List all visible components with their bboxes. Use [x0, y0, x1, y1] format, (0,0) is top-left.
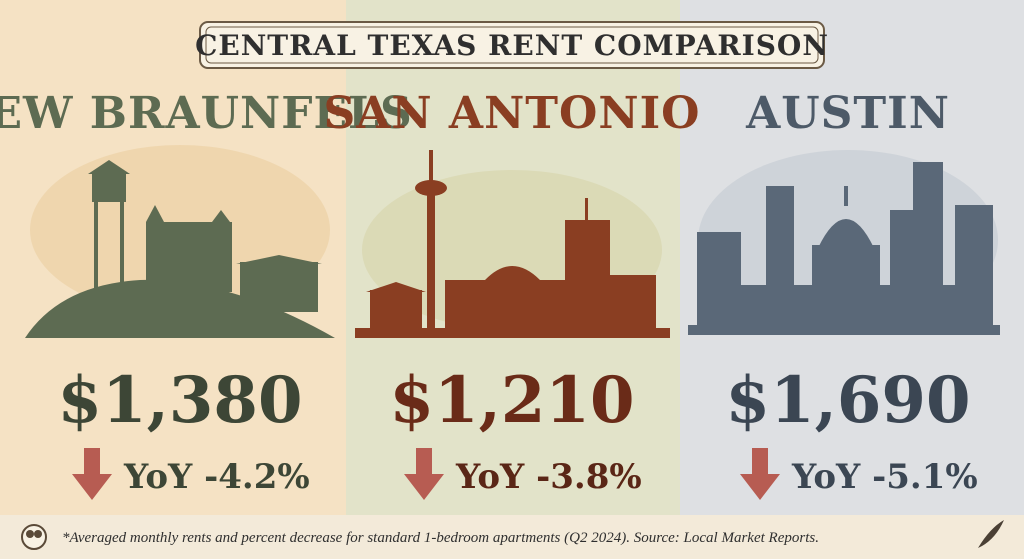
yoy-change: YoY -4.2% [123, 457, 310, 497]
down-arrow [740, 448, 780, 500]
down-arrow [404, 448, 444, 500]
rent: $1,380 [58, 363, 303, 438]
city-name: NEW BRAUNFELS [0, 88, 413, 139]
yoy-change: YoY -5.1% [791, 457, 978, 497]
quill-icon [978, 520, 1004, 548]
city-name: SAN ANTONIO [323, 88, 700, 139]
footnote: *Averaged monthly rents and percent decr… [62, 530, 819, 546]
rent: $1,690 [726, 363, 971, 438]
title-banner [199, 21, 825, 69]
skyline-austin [688, 162, 1000, 335]
city-name: AUSTIN [745, 88, 950, 139]
skyline-san-antonio [355, 150, 670, 338]
footer-bg [0, 515, 1024, 559]
title-banner-inner [205, 26, 819, 64]
logo [21, 524, 47, 550]
rent: $1,210 [390, 363, 635, 438]
title: CENTRAL TEXAS RENT COMPARISON [195, 29, 829, 62]
down-arrow [72, 448, 112, 500]
skyline-new-braunfels [25, 160, 335, 338]
yoy-change: YoY -3.8% [455, 457, 642, 497]
